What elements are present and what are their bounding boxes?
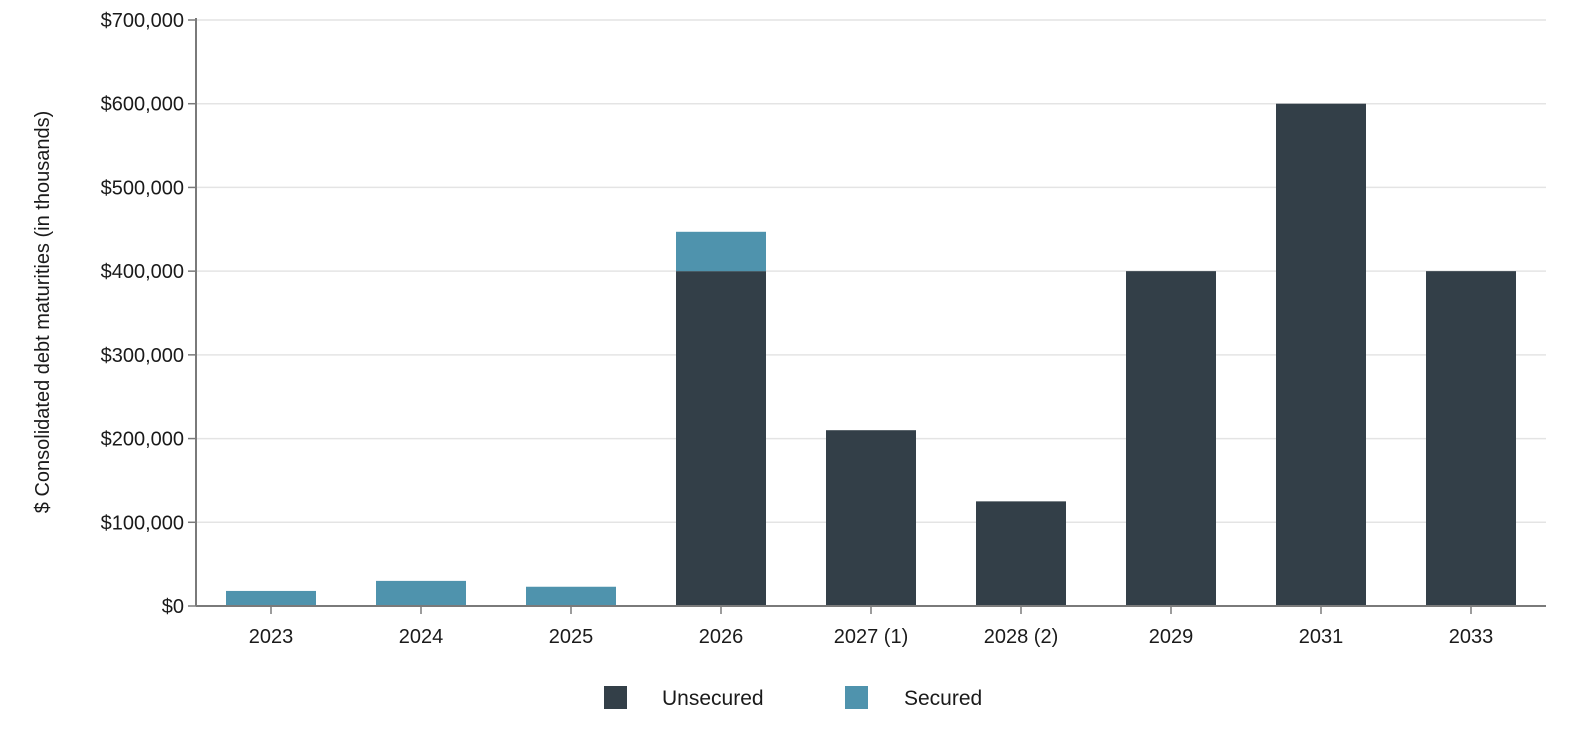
y-axis-title: $ Consolidated debt maturities (in thous… [32,111,54,513]
bar-secured-2025 [526,586,616,606]
y-tick-label: $0 [162,596,184,618]
bar-unsecured-2026 [676,271,766,606]
x-tick-label: 2026 [699,626,744,648]
x-tick-label: 2025 [549,626,594,648]
bar-unsecured-2027-1 [826,430,916,606]
bar-unsecured-2031 [1276,103,1366,606]
x-tick-label: 2029 [1149,626,1194,648]
bar-unsecured-2029 [1126,271,1216,606]
legend-swatch-unsecured [604,686,627,709]
bar-unsecured-2033 [1426,271,1516,606]
legend-label-secured: Secured [904,687,982,710]
x-tick-label: 2033 [1449,626,1494,648]
y-tick-label: $500,000 [101,177,184,199]
y-tick-label: $700,000 [101,10,184,32]
legend-label-unsecured: Unsecured [662,687,764,710]
legend: Unsecured Secured [604,686,982,710]
y-tick-label: $600,000 [101,94,184,116]
x-tick-label: 2031 [1299,626,1344,648]
y-tick-label: $200,000 [101,429,184,451]
y-tick-label: $400,000 [101,261,184,283]
legend-swatch-secured [845,686,868,709]
bars [226,103,1516,606]
bar-secured-2026 [676,231,766,272]
x-tick-label: 2027 (1) [834,626,909,648]
x-axis-ticks: 2023 2024 2025 2026 2027 (1) 2028 (2) 2029 2031… [249,606,1494,648]
bar-secured-2024 [376,580,466,606]
x-tick-label: 2023 [249,626,294,648]
x-tick-label: 2028 (2) [984,626,1059,648]
y-tick-label: $300,000 [101,345,184,367]
y-tick-label: $100,000 [101,512,184,534]
gridlines [196,19,1546,524]
x-tick-label: 2024 [399,626,444,648]
bar-unsecured-2028-2 [976,501,1066,606]
bar-secured-2023 [226,590,316,606]
y-axis-ticks: $0 $100,000 $200,000 $300,000 $400,000 $500,0… [101,10,196,618]
